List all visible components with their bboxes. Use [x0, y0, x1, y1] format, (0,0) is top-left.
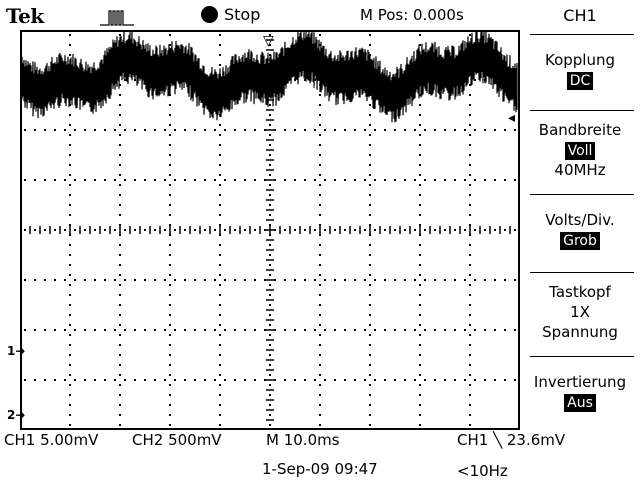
arrow-right-icon: ➔ — [15, 344, 26, 358]
menu-divider — [530, 34, 634, 35]
coupling-value: DC — [566, 72, 594, 90]
menu-divider — [530, 272, 634, 273]
menu-divider — [530, 356, 634, 357]
trigger-readout: CH1 ╲ 23.6mV — [457, 431, 566, 449]
ch2-scale: CH2 500mV — [132, 431, 222, 449]
graticule — [20, 30, 518, 426]
run-state: Stop — [201, 5, 260, 24]
trigger-level-marker: ◂ — [508, 110, 516, 126]
bandwidth-label: Bandbreite — [538, 121, 622, 139]
ch2-marker-label: 2 — [7, 408, 16, 422]
trigger-frequency: <10Hz — [457, 462, 508, 480]
brand-logo: Tek — [6, 4, 44, 28]
bandwidth-value: Voll — [564, 142, 596, 160]
ch1-waveform-trace — [21, 30, 518, 123]
readout-bar: CH1 5.00mV CH2 500mV M 10.0ms CH1 ╲ 23.6… — [0, 430, 640, 493]
trigger-position-marker: ▽ — [263, 33, 274, 49]
menu-divider — [530, 194, 634, 195]
volts-div-value: Grob — [560, 232, 600, 250]
ch1-scale: CH1 5.00mV — [4, 431, 99, 449]
probe-attenuation: 1X — [570, 303, 590, 321]
menu-item-invert[interactable]: Invertierung Aus — [520, 372, 640, 412]
ch1-ground-marker: 1➔ — [7, 344, 25, 358]
menu-item-volts-div[interactable]: Volts/Div. Grob — [520, 210, 640, 250]
menu-title: CH1 — [563, 6, 597, 25]
run-state-label: Stop — [224, 5, 261, 24]
invert-label: Invertierung — [533, 373, 627, 391]
menu-divider — [530, 110, 634, 111]
trigger-status-icon — [100, 10, 134, 26]
position-readout: M Pos: 0.000s — [360, 6, 464, 24]
arrow-right-icon: ➔ — [15, 408, 26, 422]
probe-label: Tastkopf — [549, 283, 611, 301]
channel-menu: CH1 Kopplung DC Bandbreite Voll 40MHz Vo… — [520, 0, 640, 493]
probe-type: Spannung — [542, 323, 618, 341]
bandwidth-sub: 40MHz — [554, 161, 606, 179]
menu-item-coupling[interactable]: Kopplung DC — [520, 50, 640, 90]
ch1-marker-label: 1 — [7, 344, 16, 358]
datetime: 1-Sep-09 09:47 — [262, 460, 378, 478]
volts-div-label: Volts/Div. — [545, 211, 615, 229]
coupling-label: Kopplung — [544, 51, 615, 69]
stop-icon — [201, 6, 218, 23]
menu-item-probe[interactable]: Tastkopf 1X Spannung — [520, 282, 640, 342]
timebase: M 10.0ms — [266, 431, 340, 449]
ch2-ground-marker: 2➔ — [7, 408, 25, 422]
status-bar: Tek Stop M Pos: 0.000s — [0, 0, 520, 30]
invert-value: Aus — [564, 394, 596, 412]
menu-item-bandwidth[interactable]: Bandbreite Voll 40MHz — [520, 120, 640, 180]
